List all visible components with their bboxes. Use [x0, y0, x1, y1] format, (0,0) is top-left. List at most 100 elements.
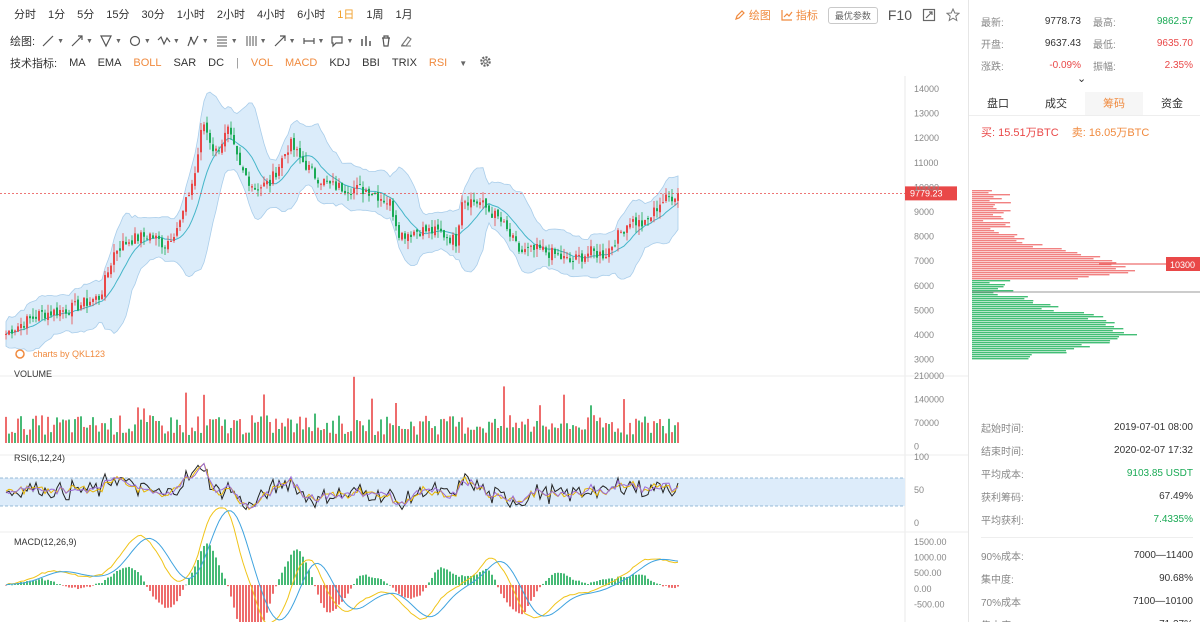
- timeframe-5[interactable]: 1小时: [176, 9, 205, 21]
- timeframe-9[interactable]: 1日: [337, 9, 355, 21]
- macd-histogram-bar: [662, 585, 664, 587]
- chip-bar: [972, 240, 1017, 242]
- pattern-tool-icon: [187, 35, 199, 47]
- hide-tool[interactable]: [399, 34, 413, 48]
- volume-bar: [194, 431, 196, 443]
- f10-button[interactable]: F10: [887, 7, 912, 23]
- volume-bar: [668, 418, 670, 443]
- timeframe-2[interactable]: 5分: [77, 9, 95, 21]
- qkl-logo-icon: [15, 349, 25, 359]
- tab-1[interactable]: 成交: [1045, 98, 1067, 110]
- candle-body: [311, 166, 313, 168]
- macd-histogram-bar: [632, 574, 634, 585]
- detail-row: 平均成本: 9103.85 USDT: [981, 462, 1193, 485]
- chart-watermark: charts by QKL123: [33, 349, 105, 359]
- indicator-button[interactable]: 指标: [781, 7, 818, 23]
- line-tool[interactable]: ▼: [41, 34, 64, 48]
- macd-histogram-bar: [617, 576, 619, 585]
- text-tool[interactable]: ▼: [330, 34, 353, 48]
- indicator-sar[interactable]: SAR: [173, 57, 197, 69]
- timeframe-7[interactable]: 4小时: [257, 9, 286, 21]
- macd-histogram-bar: [50, 580, 52, 585]
- indicator-bbi[interactable]: BBI: [362, 57, 380, 69]
- shape-tool[interactable]: ▼: [128, 34, 151, 48]
- macd-histogram-bar: [83, 585, 85, 588]
- channel-tool[interactable]: ▼: [99, 34, 122, 48]
- candle-body: [401, 232, 403, 240]
- macd-histogram-bar: [602, 579, 604, 585]
- indicator-dropdown[interactable]: ▼: [459, 58, 468, 68]
- settings-button[interactable]: [473, 55, 498, 71]
- candle-body: [44, 312, 46, 319]
- volume-bar: [173, 432, 175, 443]
- timeframe-8[interactable]: 6小时: [297, 9, 326, 21]
- volume-bar: [383, 434, 385, 443]
- macd-histogram-bar: [590, 582, 592, 585]
- macd-histogram-bar: [296, 549, 298, 585]
- indicator-rsi[interactable]: RSI: [428, 57, 448, 69]
- candle-body: [605, 256, 607, 259]
- candle-body: [98, 295, 100, 300]
- timeframe-11[interactable]: 1月: [395, 9, 413, 21]
- macd-histogram-bar: [530, 585, 532, 601]
- chevron-down-icon[interactable]: ⌄: [1077, 73, 1087, 85]
- volume-axis-tick: 140000: [914, 395, 944, 405]
- macd-histogram-bar: [182, 585, 184, 590]
- fullscreen-icon[interactable]: [922, 8, 936, 22]
- candle-body: [86, 298, 88, 306]
- volume-bar: [566, 423, 568, 443]
- best-params-button[interactable]: 最优参数: [827, 6, 878, 24]
- timeframe-0[interactable]: 分时: [14, 9, 36, 21]
- volume-bar: [335, 433, 337, 443]
- tab-0[interactable]: 盘口: [987, 98, 1009, 110]
- pattern-tool[interactable]: ▼: [186, 34, 209, 48]
- candle-body: [74, 301, 76, 303]
- fib-tool[interactable]: ▼: [215, 34, 238, 48]
- indicator-boll[interactable]: BOLL: [133, 57, 162, 69]
- tab-3[interactable]: 资金: [1161, 98, 1183, 110]
- ray-tool[interactable]: ▼: [70, 34, 93, 48]
- timeframe-3[interactable]: 15分: [106, 9, 130, 21]
- measure-tool[interactable]: ▼: [302, 34, 324, 48]
- chip-bar: [972, 202, 1011, 204]
- timeframe-bar: 分时 1分 5分 15分 30分 1小时 2小时 4小时 6小时 1日 1周 1月: [0, 0, 968, 30]
- chip-bar: [972, 352, 1067, 354]
- volume-bar: [236, 420, 238, 443]
- star-icon[interactable]: [946, 8, 960, 22]
- candle-body: [602, 250, 604, 259]
- volume-bar: [440, 419, 442, 443]
- chip-bar: [972, 258, 1094, 260]
- indicator-vol[interactable]: VOL: [250, 57, 273, 69]
- wave-tool[interactable]: ▼: [157, 34, 180, 48]
- indicator-ema[interactable]: EMA: [97, 57, 122, 69]
- candle-body: [452, 234, 454, 245]
- draw-button[interactable]: 绘图: [734, 7, 771, 23]
- indicator-macd[interactable]: MACD: [284, 57, 318, 69]
- detail-value: 2020-02-07 17:32: [1114, 445, 1193, 456]
- indicator-dc[interactable]: DC: [208, 57, 225, 69]
- chip-bar: [972, 236, 1015, 238]
- indicator-kdj[interactable]: KDJ: [329, 57, 351, 69]
- chart-area[interactable]: 9779.23140001300012000110001000090008000…: [0, 76, 968, 622]
- volume-bar: [503, 386, 505, 443]
- current-price-label: 9779.23: [910, 188, 943, 198]
- timeframe-4[interactable]: 30分: [141, 9, 165, 21]
- gann-tool[interactable]: ▼: [244, 34, 267, 48]
- indicator-ma[interactable]: MA: [69, 57, 86, 69]
- bars-tool[interactable]: [359, 34, 373, 48]
- chip-bar: [972, 214, 994, 216]
- tab-2[interactable]: 筹码: [1085, 92, 1143, 115]
- volume-bar: [509, 415, 511, 443]
- timeframe-10[interactable]: 1周: [366, 9, 384, 21]
- timeframe-1[interactable]: 1分: [48, 9, 66, 21]
- chip-bar: [972, 344, 1082, 346]
- volume-axis-tick: 0: [914, 442, 919, 452]
- candle-body: [365, 190, 367, 192]
- arrow-tool[interactable]: ▼: [273, 34, 296, 48]
- candle-body: [413, 231, 415, 236]
- volume-axis-tick: 70000: [914, 418, 939, 428]
- indicator-trix[interactable]: TRIX: [391, 57, 417, 69]
- timeframe-6[interactable]: 2小时: [216, 9, 245, 21]
- delete-tool[interactable]: [379, 34, 393, 48]
- candle-body: [107, 272, 109, 278]
